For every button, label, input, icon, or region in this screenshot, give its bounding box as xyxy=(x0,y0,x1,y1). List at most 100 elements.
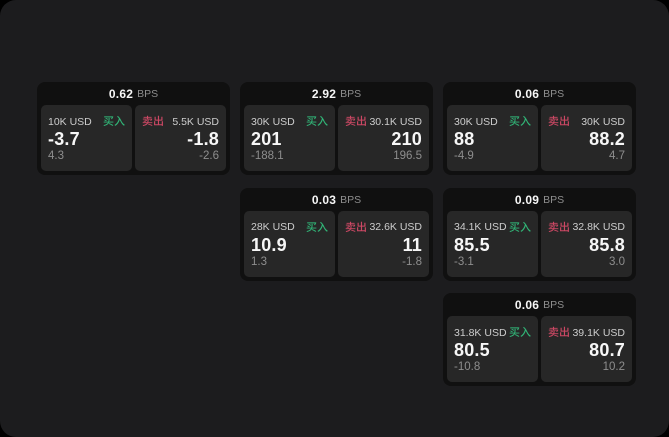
bps-value: 0.62 xyxy=(108,85,134,102)
sell-tile-header: 卖出 5.5K USD xyxy=(142,113,219,129)
buy-amount: 34.1K USD xyxy=(454,219,507,234)
sell-amount: 30K USD xyxy=(581,113,625,129)
bps-value: 0.03 xyxy=(311,190,337,208)
buy-amount: 31.8K USD xyxy=(454,324,507,340)
card-header: 0.06 BPS xyxy=(443,82,636,105)
buy-price: 85.5 xyxy=(454,230,490,257)
buy-price: 10.9 xyxy=(251,230,287,257)
sell-sub-value: 4.7 xyxy=(609,147,625,163)
quote-card: 0.06 BPS 30K USD 买入 88 -4.9 卖出 30K USD xyxy=(443,82,636,175)
sell-amount: 32.6K USD xyxy=(369,219,422,234)
buy-price: 201 xyxy=(251,125,282,151)
sell-sub-value: -2.6 xyxy=(199,147,219,163)
buy-tile-header: 31.8K USD 买入 xyxy=(454,324,531,340)
bps-unit-label: BPS xyxy=(543,86,565,101)
card-body: 28K USD 买入 10.9 1.3 卖出 32.6K USD 11 -1.8 xyxy=(240,210,433,281)
sell-price: 80.7 xyxy=(589,336,625,362)
sell-side-label: 卖出 xyxy=(345,113,367,129)
buy-side-label: 买入 xyxy=(103,113,125,129)
sell-side-label: 卖出 xyxy=(548,113,570,129)
buy-sub-value: -4.9 xyxy=(454,147,474,163)
quote-card: 0.03 BPS 28K USD 买入 10.9 1.3 卖出 32.6K US… xyxy=(240,187,433,281)
quote-card: 0.06 BPS 31.8K USD 买入 80.5 -10.8 卖出 39.1… xyxy=(443,293,636,386)
bps-unit-label: BPS xyxy=(340,86,362,101)
buy-sub-value: 1.3 xyxy=(251,252,267,269)
buy-price: 88 xyxy=(454,125,475,151)
sell-price: 210 xyxy=(391,125,422,151)
buy-tile-header: 10K USD 买入 xyxy=(48,113,125,129)
card-header: 0.09 BPS xyxy=(443,188,636,211)
buy-side-label: 买入 xyxy=(509,324,531,340)
buy-amount: 10K USD xyxy=(48,113,92,129)
sell-tile-header: 卖出 39.1K USD xyxy=(548,324,625,340)
buy-sub-value: -3.1 xyxy=(454,252,474,269)
card-body: 34.1K USD 买入 85.5 -3.1 卖出 32.8K USD 85.8… xyxy=(443,210,636,281)
sell-quote-tile[interactable]: 卖出 32.6K USD 11 -1.8 xyxy=(338,210,429,277)
card-header: 0.06 BPS xyxy=(443,293,636,316)
sell-tile-header: 卖出 32.6K USD xyxy=(345,219,422,235)
sell-sub-value: 3.0 xyxy=(609,252,625,269)
bps-unit-label: BPS xyxy=(137,86,159,101)
bps-value: 2.92 xyxy=(311,85,337,102)
sell-sub-value: 196.5 xyxy=(393,147,422,163)
quote-card: 0.62 BPS 10K USD 买入 -3.7 4.3 卖出 5.5K USD xyxy=(37,82,230,175)
buy-quote-tile[interactable]: 31.8K USD 买入 80.5 -10.8 xyxy=(447,316,538,382)
sell-amount: 5.5K USD xyxy=(172,113,219,129)
card-header: 2.92 BPS xyxy=(240,82,433,105)
card-body: 31.8K USD 买入 80.5 -10.8 卖出 39.1K USD 80.… xyxy=(443,316,636,386)
buy-tile-header: 28K USD 买入 xyxy=(251,219,328,235)
buy-quote-tile[interactable]: 34.1K USD 买入 85.5 -3.1 xyxy=(447,210,538,277)
buy-tile-header: 34.1K USD 买入 xyxy=(454,219,531,235)
buy-sub-value: -188.1 xyxy=(251,147,284,163)
buy-quote-tile[interactable]: 30K USD 买入 201 -188.1 xyxy=(244,105,335,171)
sell-tile-header: 卖出 30.1K USD xyxy=(345,113,422,129)
bps-value: 0.09 xyxy=(514,190,540,208)
buy-quote-tile[interactable]: 30K USD 买入 88 -4.9 xyxy=(447,105,538,171)
buy-quote-tile[interactable]: 10K USD 买入 -3.7 4.3 xyxy=(41,105,132,171)
sell-side-label: 卖出 xyxy=(345,218,367,235)
buy-side-label: 买入 xyxy=(306,113,328,129)
card-body: 30K USD 买入 88 -4.9 卖出 30K USD 88.2 4.7 xyxy=(443,105,636,175)
bps-value: 0.06 xyxy=(514,85,540,102)
sell-side-label: 卖出 xyxy=(548,218,570,235)
sell-tile-header: 卖出 32.8K USD xyxy=(548,219,625,235)
bps-value: 0.06 xyxy=(514,296,540,313)
buy-side-label: 买入 xyxy=(509,218,531,235)
sell-quote-tile[interactable]: 卖出 32.8K USD 85.8 3.0 xyxy=(541,210,632,277)
buy-price: 80.5 xyxy=(454,336,490,362)
sell-quote-tile[interactable]: 卖出 39.1K USD 80.7 10.2 xyxy=(541,316,632,382)
buy-tile-header: 30K USD 买入 xyxy=(454,113,531,129)
quote-card: 0.09 BPS 34.1K USD 买入 85.5 -3.1 卖出 32.8K… xyxy=(443,187,636,281)
sell-quote-tile[interactable]: 卖出 30.1K USD 210 196.5 xyxy=(338,105,429,171)
buy-tile-header: 30K USD 买入 xyxy=(251,113,328,129)
buy-amount: 28K USD xyxy=(251,219,295,234)
sell-quote-tile[interactable]: 卖出 5.5K USD -1.8 -2.6 xyxy=(135,105,226,171)
card-header: 0.62 BPS xyxy=(37,82,230,105)
bps-unit-label: BPS xyxy=(340,191,362,207)
sell-tile-header: 卖出 30K USD xyxy=(548,113,625,129)
quote-card-grid: 0.62 BPS 10K USD 买入 -3.7 4.3 卖出 5.5K USD xyxy=(37,82,636,386)
sell-sub-value: -1.8 xyxy=(402,252,422,269)
sell-sub-value: 10.2 xyxy=(602,358,625,374)
sell-side-label: 卖出 xyxy=(142,113,164,129)
buy-amount: 30K USD xyxy=(251,113,295,129)
buy-sub-value: -10.8 xyxy=(454,358,481,374)
quote-card: 2.92 BPS 30K USD 买入 201 -188.1 卖出 30.1K … xyxy=(240,82,433,175)
sell-quote-tile[interactable]: 卖出 30K USD 88.2 4.7 xyxy=(541,105,632,171)
sell-amount: 30.1K USD xyxy=(369,113,422,129)
card-body: 10K USD 买入 -3.7 4.3 卖出 5.5K USD -1.8 -2.… xyxy=(37,105,230,175)
sell-price: -1.8 xyxy=(187,125,219,151)
buy-side-label: 买入 xyxy=(306,218,328,235)
card-body: 30K USD 买入 201 -188.1 卖出 30.1K USD 210 1… xyxy=(240,105,433,175)
sell-price: 11 xyxy=(402,230,422,257)
buy-quote-tile[interactable]: 28K USD 买入 10.9 1.3 xyxy=(244,210,335,277)
buy-side-label: 买入 xyxy=(509,113,531,129)
sell-amount: 39.1K USD xyxy=(572,324,625,340)
card-header: 0.03 BPS xyxy=(240,188,433,211)
sell-amount: 32.8K USD xyxy=(572,219,625,234)
bps-unit-label: BPS xyxy=(543,191,565,207)
sell-price: 88.2 xyxy=(589,125,625,151)
buy-price: -3.7 xyxy=(48,125,80,151)
sell-side-label: 卖出 xyxy=(548,324,570,340)
